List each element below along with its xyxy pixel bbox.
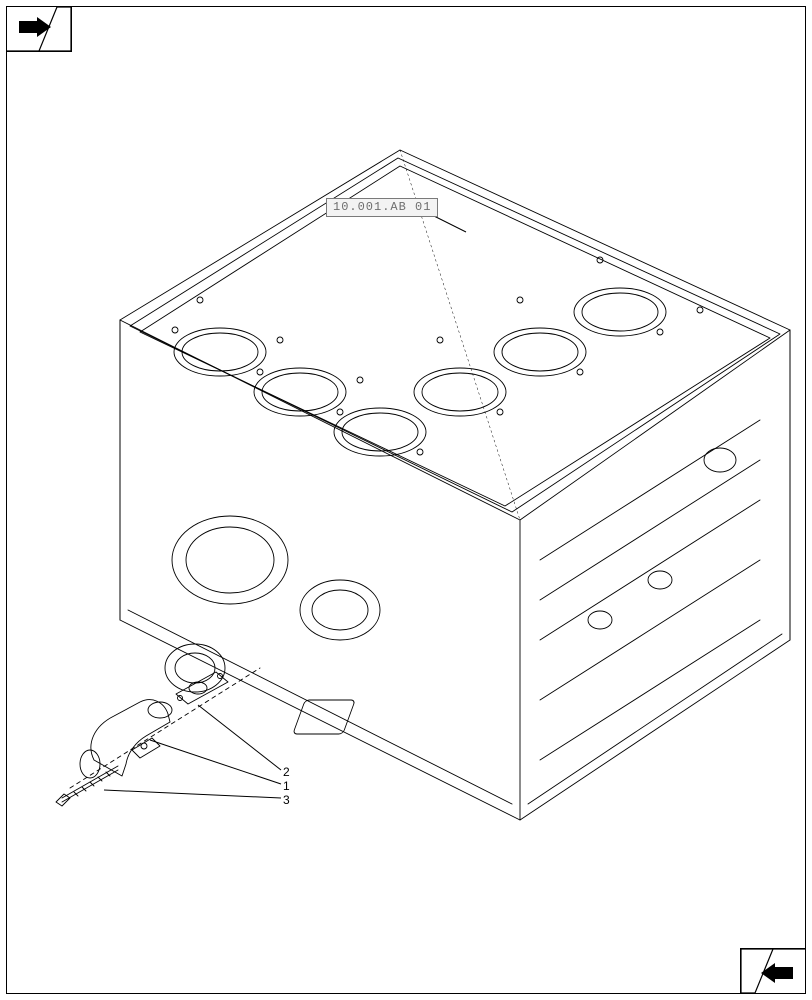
callout-1: 1 xyxy=(283,780,290,792)
page: 10.001.AB 01 2 1 3 xyxy=(0,0,812,1000)
callout-3: 3 xyxy=(283,794,290,806)
callout-2: 2 xyxy=(283,766,290,778)
assembly-reference-label: 10.001.AB 01 xyxy=(326,198,438,217)
engine-block-diagram xyxy=(0,0,812,1000)
